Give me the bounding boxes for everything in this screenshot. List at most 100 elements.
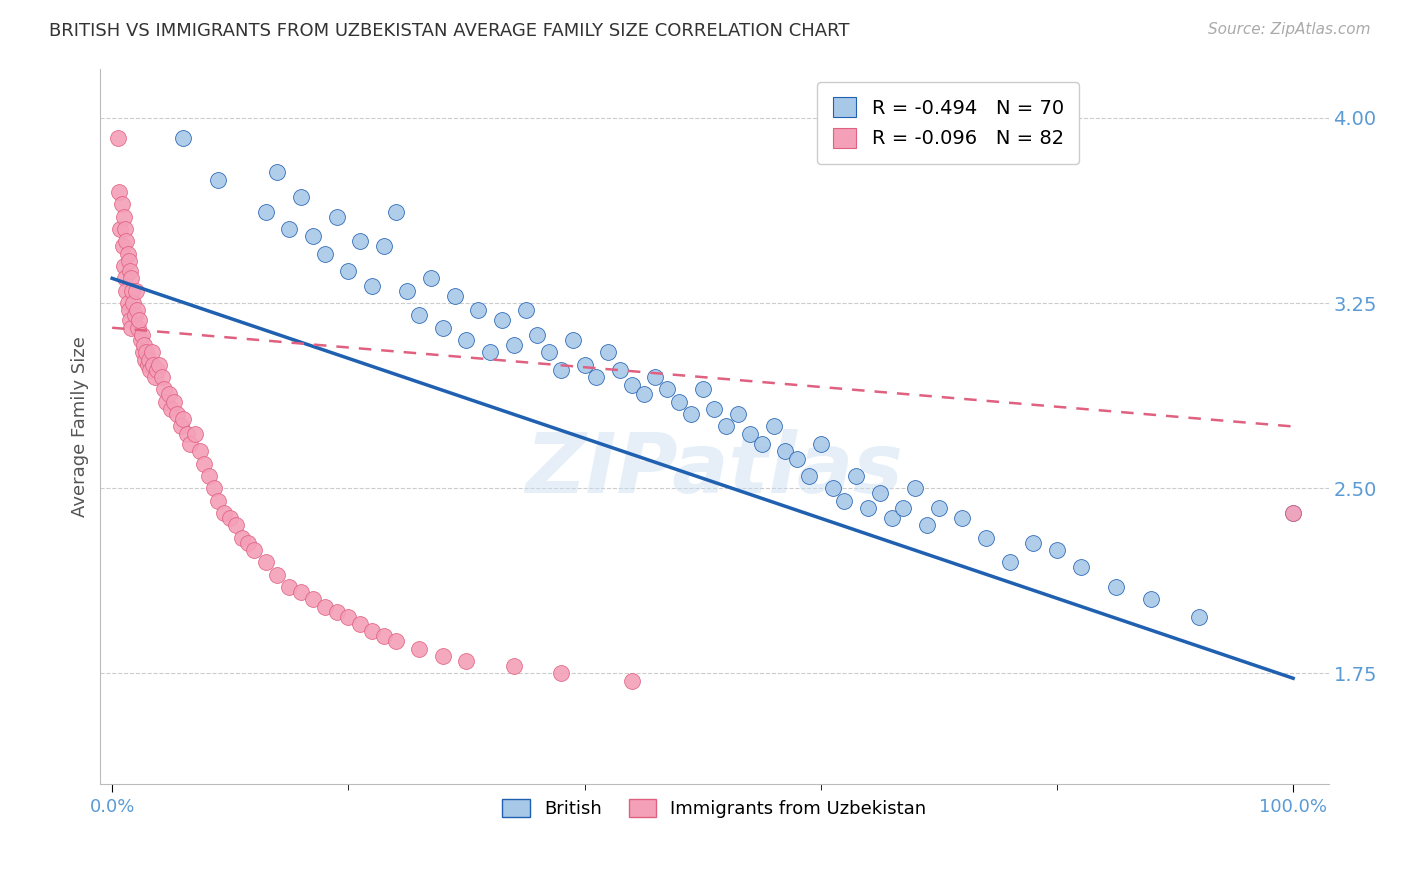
Point [349, 617, 371, 632]
Point [160, 402, 183, 417]
Point [1046, 542, 1069, 557]
Point [141, 345, 163, 359]
Point [136, 358, 159, 372]
Y-axis label: Average Family Size: Average Family Size [72, 336, 89, 516]
Point [278, 222, 301, 236]
Point [314, 246, 336, 260]
Point [762, 419, 785, 434]
Point [550, 666, 572, 681]
Point [834, 493, 856, 508]
Point [120, 271, 142, 285]
Point [467, 303, 489, 318]
Point [188, 444, 211, 458]
Point [633, 387, 655, 401]
Point [810, 436, 832, 450]
Point [727, 407, 749, 421]
Point [114, 222, 136, 236]
Point [679, 407, 702, 421]
Point [751, 436, 773, 450]
Point [585, 370, 607, 384]
Point [120, 320, 142, 334]
Point [821, 481, 844, 495]
Point [349, 235, 371, 249]
Point [974, 531, 997, 545]
Point [325, 210, 347, 224]
Point [125, 284, 148, 298]
Point [856, 500, 879, 515]
Point [361, 278, 384, 293]
Point [114, 271, 136, 285]
Point [127, 320, 149, 334]
Point [526, 328, 548, 343]
Point [998, 555, 1021, 569]
Point [115, 284, 138, 298]
Point [692, 383, 714, 397]
Point [134, 352, 156, 367]
Point [111, 239, 134, 253]
Point [157, 387, 180, 401]
Point [443, 288, 465, 302]
Point [132, 338, 155, 352]
Point [118, 303, 141, 318]
Point [668, 394, 690, 409]
Point [266, 567, 288, 582]
Point [231, 531, 253, 545]
Point [107, 130, 129, 145]
Point [502, 338, 524, 352]
Point [845, 468, 868, 483]
Legend: British, Immigrants from Uzbekistan: British, Immigrants from Uzbekistan [495, 792, 934, 825]
Point [1070, 560, 1092, 574]
Point [202, 481, 225, 495]
Point [125, 303, 148, 318]
Point [561, 333, 583, 347]
Point [432, 648, 454, 663]
Point [337, 609, 360, 624]
Point [129, 333, 152, 347]
Point [225, 518, 247, 533]
Point [162, 394, 184, 409]
Point [609, 362, 631, 376]
Point [373, 239, 395, 253]
Point [124, 309, 146, 323]
Point [1282, 506, 1305, 520]
Point [132, 345, 155, 359]
Point [266, 165, 288, 179]
Point [117, 296, 139, 310]
Point [620, 673, 643, 688]
Text: Source: ZipAtlas.com: Source: ZipAtlas.com [1208, 22, 1371, 37]
Point [138, 352, 160, 367]
Point [290, 585, 312, 599]
Point [243, 542, 266, 557]
Point [118, 254, 141, 268]
Point [172, 412, 194, 426]
Point [135, 345, 157, 359]
Text: ZIPatlas: ZIPatlas [526, 429, 904, 510]
Point [880, 511, 903, 525]
Point [112, 210, 135, 224]
Point [1282, 506, 1305, 520]
Point [115, 235, 138, 249]
Point [290, 190, 312, 204]
Point [153, 383, 176, 397]
Point [420, 271, 443, 285]
Point [155, 394, 177, 409]
Point [139, 362, 162, 376]
Point [128, 313, 150, 327]
Point [716, 419, 738, 434]
Point [122, 296, 145, 310]
Point [214, 506, 236, 520]
Point [110, 222, 132, 236]
Point [515, 303, 537, 318]
Point [146, 362, 169, 376]
Point [314, 599, 336, 614]
Point [373, 629, 395, 643]
Point [456, 333, 478, 347]
Point [172, 130, 194, 145]
Point [550, 362, 572, 376]
Point [598, 345, 620, 359]
Point [142, 358, 165, 372]
Point [952, 511, 974, 525]
Point [131, 328, 153, 343]
Point [738, 426, 761, 441]
Point [1188, 609, 1211, 624]
